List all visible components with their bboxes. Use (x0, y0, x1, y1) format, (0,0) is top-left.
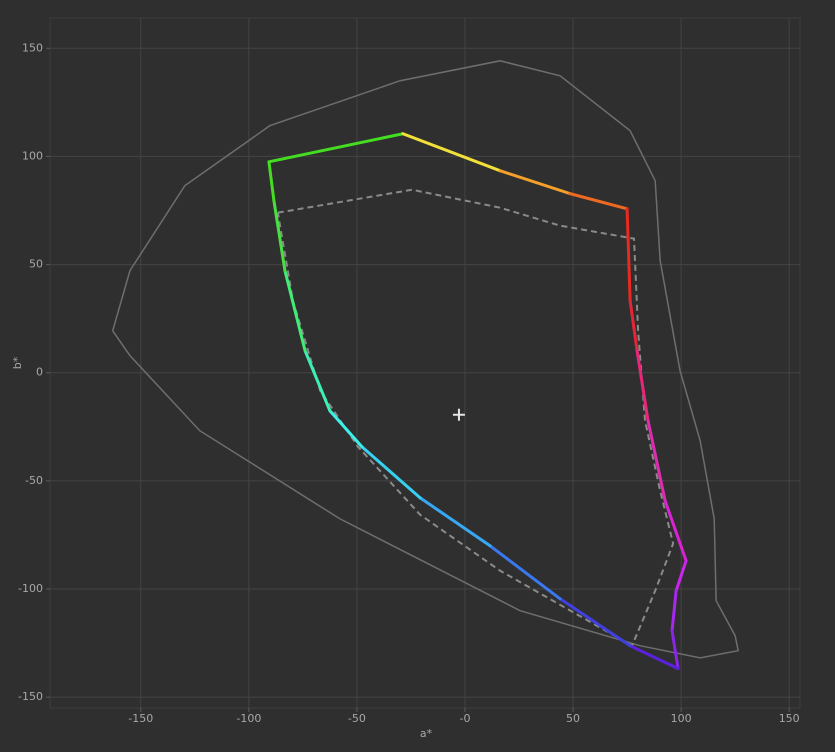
gamut-segment (272, 199, 287, 273)
y-tick-label: 150 (22, 41, 43, 54)
y-axis-label: b* (11, 356, 24, 369)
y-tick-label: 100 (22, 149, 43, 162)
x-tick-label: -0 (460, 712, 471, 725)
x-tick-label: 50 (566, 712, 580, 725)
gamut-segment (628, 644, 680, 671)
plot-frame (49, 17, 801, 709)
gamut-segment (418, 496, 492, 548)
gamut-dashed (276, 188, 675, 648)
x-tick-label: 150 (779, 712, 800, 725)
gamut-segment (558, 597, 632, 648)
y-tick-label: -50 (25, 474, 43, 487)
gamut-segment (401, 132, 502, 173)
x-tick-label: 100 (671, 712, 692, 725)
gamut-segment (328, 409, 364, 449)
y-tick-label: 0 (36, 366, 43, 379)
gamut-segment (628, 299, 639, 353)
x-tick-label: -50 (348, 712, 366, 725)
gamut-segment (488, 544, 562, 601)
x-tick-label: -100 (236, 712, 261, 725)
gamut-segment (635, 349, 650, 423)
white-point (452, 408, 465, 421)
gamut-segment (670, 629, 680, 671)
gamut-segment (670, 589, 678, 633)
x-axis-label: a* (420, 727, 433, 740)
y-tick-label: -150 (18, 690, 43, 703)
gamut-segment (267, 132, 405, 164)
gamut-segment (303, 349, 332, 413)
gamut-segment (625, 207, 632, 303)
gamut-segment (360, 445, 422, 500)
gamut-segment (646, 419, 667, 503)
gamut-segment (674, 559, 688, 593)
gamut-segment (568, 192, 629, 211)
y-tick-label: -100 (18, 582, 43, 595)
gamut-segment (663, 499, 688, 563)
spectral-locus (111, 60, 740, 659)
gamut-segment (267, 160, 276, 203)
x-tick-label: -150 (128, 712, 153, 725)
y-tick-label: 50 (29, 258, 43, 271)
gamut-segment (283, 269, 307, 353)
gamut-segment (498, 169, 572, 196)
